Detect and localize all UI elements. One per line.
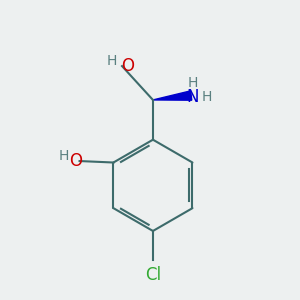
Text: O: O: [70, 152, 83, 170]
Text: Cl: Cl: [145, 266, 161, 284]
Text: H: H: [201, 90, 212, 104]
Text: H: H: [58, 149, 69, 163]
Text: N: N: [186, 88, 199, 106]
Polygon shape: [153, 91, 192, 100]
Text: O: O: [121, 57, 134, 75]
Text: H: H: [106, 54, 117, 68]
Text: H: H: [188, 76, 198, 90]
